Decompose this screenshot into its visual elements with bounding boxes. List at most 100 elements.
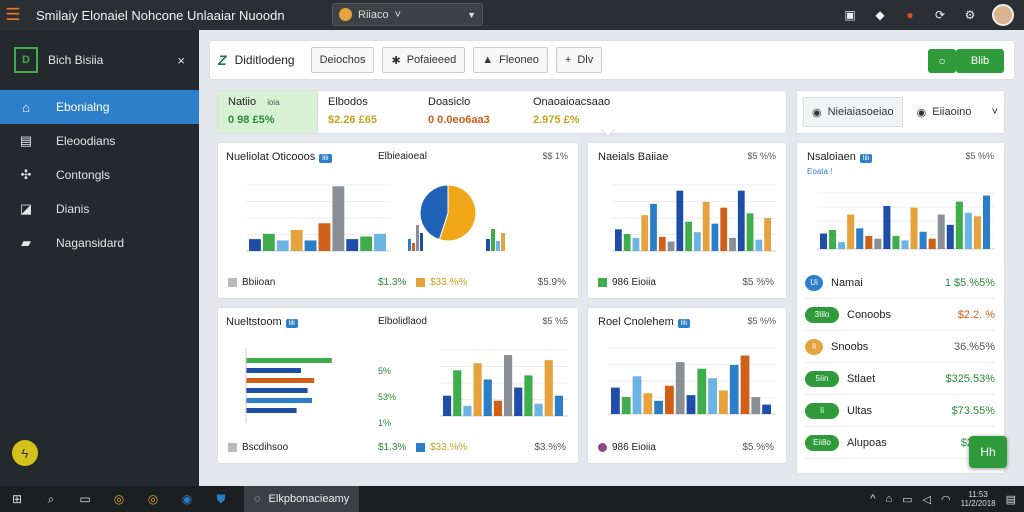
pie-slice — [438, 184, 477, 242]
rank-pill: Ii — [805, 402, 839, 419]
filter-select-2[interactable]: ◉ Eiiaoino — [908, 97, 980, 127]
chrome-icon[interactable]: ◎ — [113, 492, 125, 506]
notifications-icon[interactable]: ▤ — [1005, 493, 1016, 506]
kpi-card[interactable]: Doasiclo 0 0.0eo6aa3 — [428, 96, 490, 126]
gear-icon[interactable]: ⚙ — [964, 8, 976, 22]
network-icon[interactable]: ⌂ — [885, 493, 893, 505]
search-input[interactable]: Riiaco ˅ ▼ — [332, 3, 483, 26]
notification-icon[interactable]: ▣ — [844, 8, 856, 22]
chrome-icon[interactable]: ◎ — [147, 492, 159, 506]
edge-icon[interactable]: ◉ — [181, 492, 193, 506]
legend-swatch — [228, 277, 237, 287]
tag-icon[interactable]: ◆ — [875, 8, 885, 22]
list-item[interactable]: Ii Ultas $73.55% — [805, 395, 995, 427]
legend-swatch — [598, 277, 607, 287]
bar — [611, 387, 620, 414]
floating-action-button[interactable]: Hh — [969, 436, 1007, 468]
kpi-card[interactable]: Onaoaioacsaao 2.975 £% — [533, 96, 611, 126]
close-icon[interactable]: × — [177, 52, 185, 68]
bar — [318, 223, 331, 251]
dropdown-arrow-icon[interactable]: ▼ — [467, 9, 476, 20]
bar — [412, 243, 415, 251]
search-icon[interactable]: ⌕ — [47, 491, 55, 506]
bar-chart — [440, 349, 568, 417]
chart-icon: ◪ — [19, 201, 33, 216]
list-item[interactable]: 3Iilo Conoobs $2.2. % — [805, 299, 995, 331]
sidebar-item-puzzle[interactable]: ✣ Contongls — [0, 158, 199, 192]
legend-swatch — [416, 442, 425, 452]
bar — [249, 239, 261, 251]
chevron-up-icon[interactable]: ^ — [870, 493, 876, 505]
chevron-down-icon[interactable]: ˅ — [991, 106, 998, 118]
volume-icon[interactable]: ◁ — [922, 493, 931, 506]
toolbar-button-3[interactable]: ▲ Fleoneo — [473, 47, 548, 73]
bar — [650, 203, 657, 251]
bar — [697, 368, 707, 414]
plus-icon: + — [564, 54, 572, 66]
toolbar-button-4[interactable]: + Dlv — [555, 47, 603, 73]
task-view-icon[interactable]: ▭ — [79, 492, 91, 506]
bar — [621, 397, 631, 414]
list-item[interactable]: 5Iin Stlaet $325.53% — [805, 363, 995, 395]
bar — [453, 370, 462, 416]
clock[interactable]: 11:53 11/2/2018 — [960, 490, 996, 508]
avatar[interactable] — [992, 4, 1014, 26]
app-title: Smilaiy Elonaiel Nohcone Unlaaiar​ Nuood… — [36, 7, 285, 23]
bar — [483, 379, 492, 416]
sidebar-item-clipboard[interactable]: ▤ Eleoodians — [19, 133, 116, 148]
chart-card: Roel Cnolehem lili $5 %% 986 Eioiia $5.%% — [587, 307, 787, 464]
bar — [304, 240, 317, 251]
bar — [643, 393, 653, 414]
rank-name: Stlaet — [847, 372, 876, 385]
battery-icon[interactable]: ▭ — [902, 493, 913, 506]
bar — [290, 229, 303, 251]
lightning-icon[interactable]: ϟ — [12, 440, 38, 466]
bar — [544, 360, 553, 416]
ranking-list: Ui Namai 1 $5.%5% 3Iilo Conoobs $2.2. % Ii Snoo… — [805, 267, 995, 459]
bar — [973, 216, 981, 249]
bar — [865, 236, 873, 249]
rank-name: Ultas — [847, 404, 873, 417]
menu-icon[interactable]: ☰ — [5, 5, 21, 24]
circle-button[interactable]: ○ — [928, 49, 956, 73]
windows-start-icon[interactable]: ⊞ — [11, 492, 23, 506]
bar — [686, 395, 696, 414]
bar — [473, 363, 482, 416]
bar — [665, 385, 674, 414]
shield-icon[interactable]: ⛊ — [216, 491, 226, 506]
legend-swatch — [416, 277, 425, 287]
bar — [276, 240, 289, 251]
green-button[interactable]: Blib — [956, 49, 1004, 73]
bar — [524, 375, 533, 416]
rank-pill: Ii — [805, 338, 823, 355]
alert-icon[interactable]: ● — [906, 8, 914, 22]
kpi-card[interactable]: Elbodos $2.26 £65 — [328, 96, 377, 126]
taskbar-app[interactable]: ◌ Elkpbonacieamy — [244, 486, 360, 512]
pie-slice — [419, 184, 449, 241]
bar — [641, 215, 649, 251]
bar — [504, 355, 513, 416]
toolbar-button-1[interactable]: Deiochos — [310, 47, 375, 73]
wifi-icon[interactable]: ◠ — [940, 493, 951, 506]
bar — [501, 233, 505, 251]
sync-icon[interactable]: ⟳ — [934, 8, 946, 22]
bar — [346, 239, 359, 251]
toolbar-button-2[interactable]: ✱ Pofaieeed — [382, 47, 466, 73]
bar — [493, 400, 502, 416]
sidebar-item-chat[interactable]: ▰ Nagansidard — [0, 226, 199, 260]
filter-select-1[interactable]: ◉ Nieiaiasoeiao — [803, 97, 903, 127]
toolbar-name: Diditlodeng — [234, 53, 295, 67]
list-item[interactable]: Ii Snoobs 36.%5% — [805, 331, 995, 363]
rank-pill: 3Iilo — [805, 306, 839, 323]
home-icon: ⌂ — [22, 99, 30, 115]
chart-card: Nueliolat Oticooos lili Elbieaioeal $$ 1%… — [217, 142, 579, 299]
app-icon: ◌ — [254, 493, 261, 505]
chart-card: Naeials Baiiae $5 %% 986 Eioiia $5 %% — [587, 142, 787, 299]
sidebar-item-home[interactable]: ⌂ Ebonialng — [0, 90, 199, 124]
bar — [694, 232, 701, 251]
sidebar-item-chart[interactable]: ◪ Dianis — [19, 201, 90, 216]
list-item[interactable]: Ui Namai 1 $5.%5% — [805, 267, 995, 299]
bar — [374, 233, 386, 251]
kpi-card[interactable]: Natiio ioia 0 98 £5% — [218, 91, 318, 133]
